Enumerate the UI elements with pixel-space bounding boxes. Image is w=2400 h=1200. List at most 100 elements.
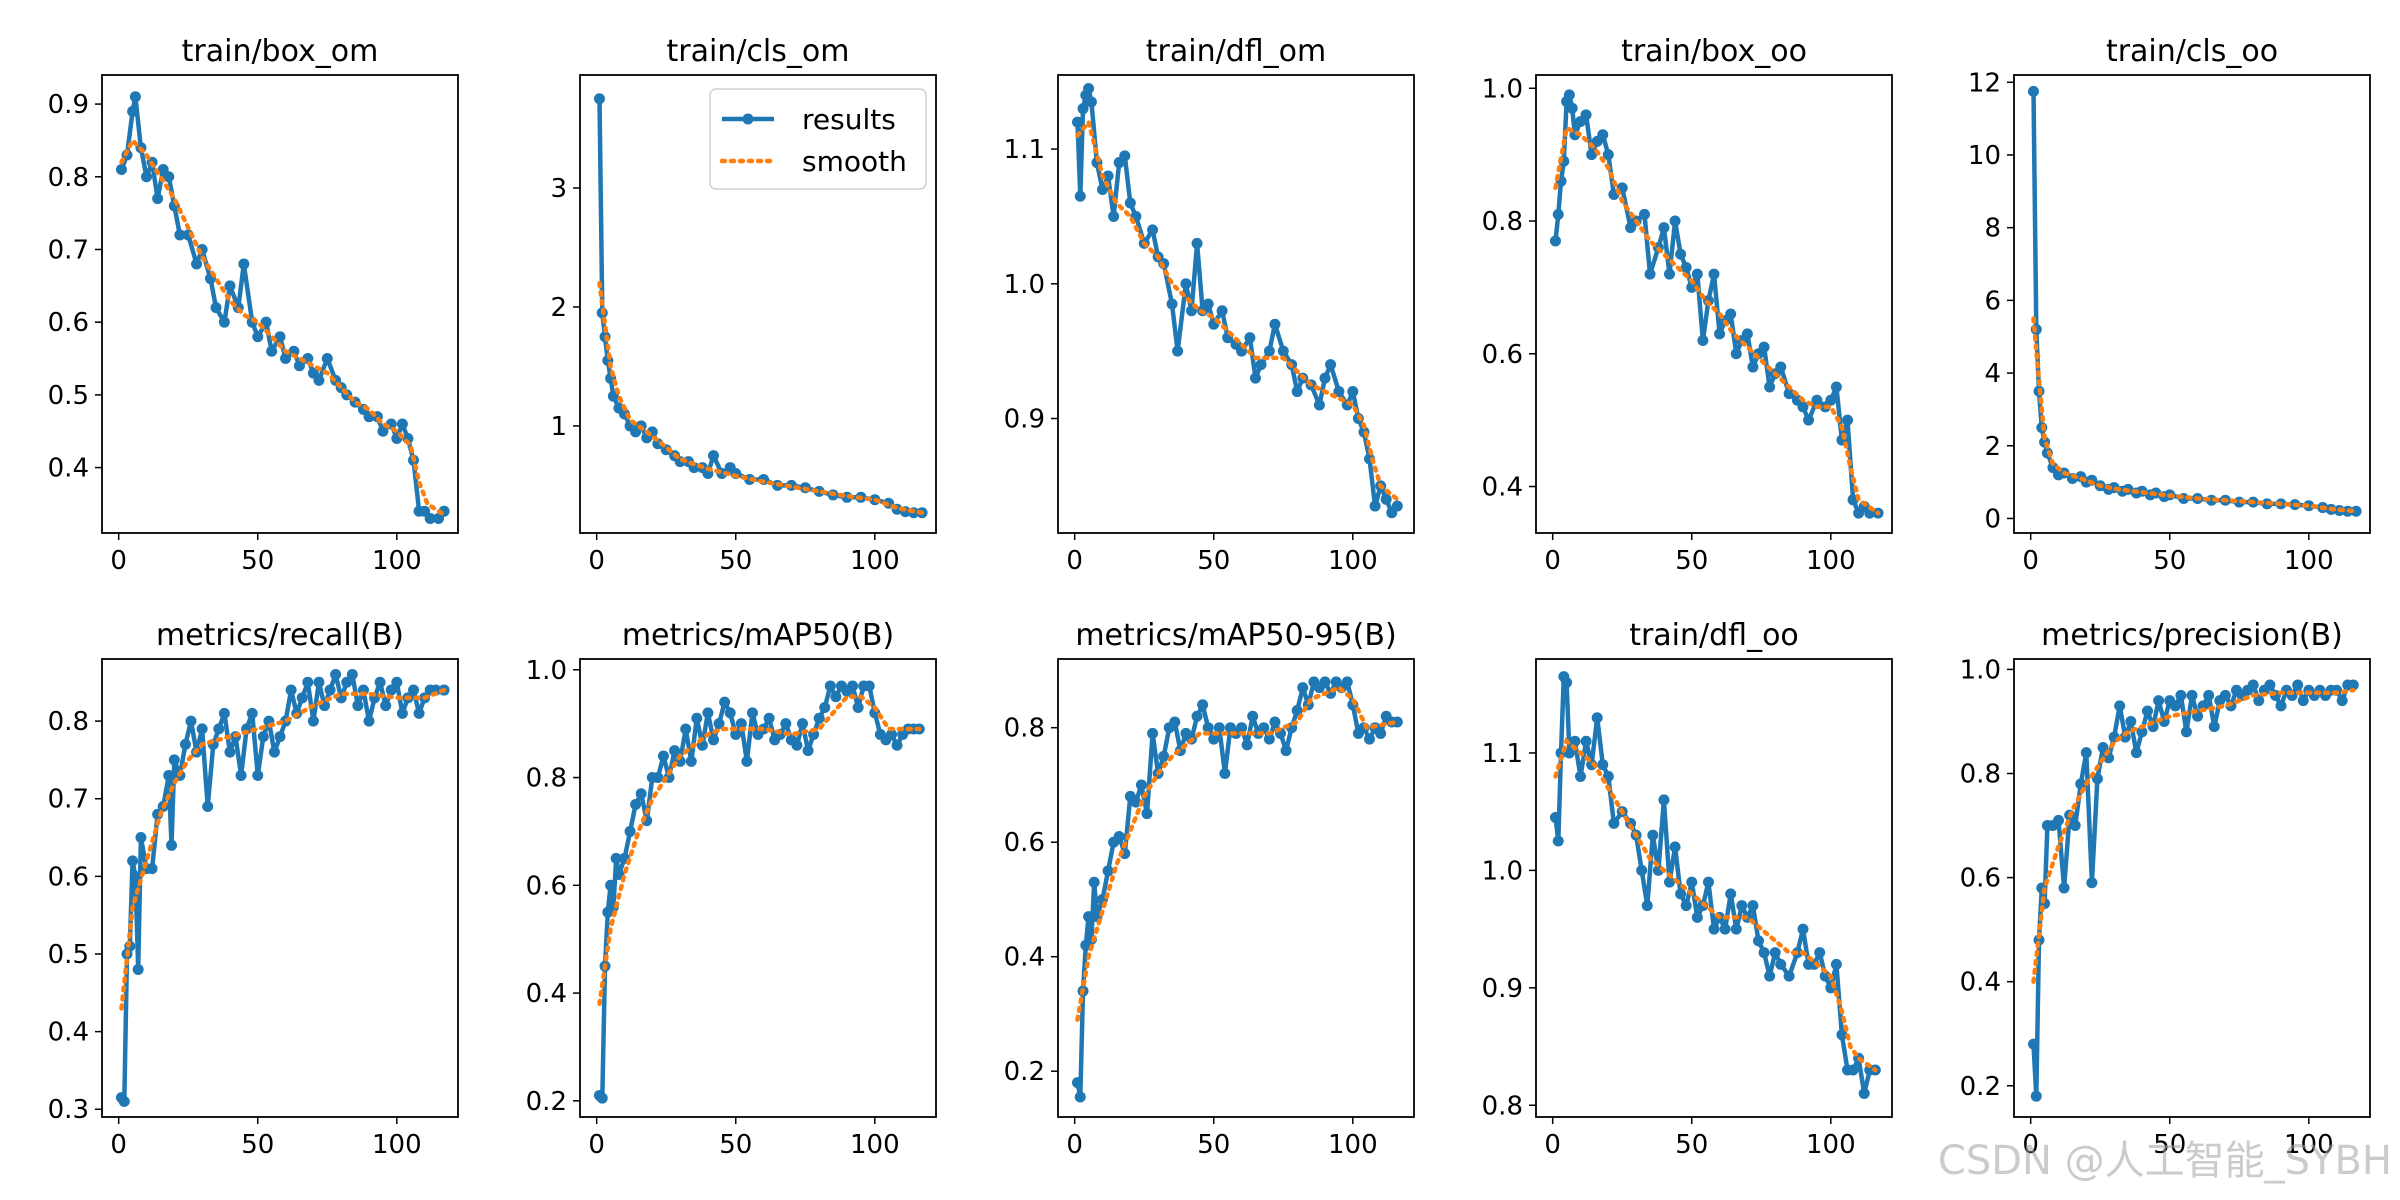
results-point bbox=[1575, 770, 1586, 782]
results-point bbox=[1130, 796, 1142, 808]
results-point bbox=[1216, 305, 1228, 317]
subplot-train-cls-om: train/cls_om 0 50 100 1 2 3 results smooth bbox=[550, 34, 937, 576]
x-tick-label: 50 bbox=[1197, 1130, 1230, 1160]
legend-smooth-label: smooth bbox=[802, 145, 907, 178]
results-point bbox=[132, 964, 144, 976]
plot-frame bbox=[1535, 658, 1893, 1118]
smooth-line bbox=[1553, 124, 1881, 516]
results-point bbox=[2153, 695, 2165, 707]
y-tick-label: 1.0 bbox=[1482, 856, 1523, 886]
x-tick-label: 50 bbox=[1675, 546, 1708, 576]
results-point bbox=[374, 676, 386, 688]
x-tick-label: 0 bbox=[2022, 546, 2039, 576]
results-line bbox=[597, 683, 920, 1101]
results-point bbox=[735, 718, 747, 730]
legend-box bbox=[709, 88, 927, 190]
results-point bbox=[210, 302, 222, 314]
results-point bbox=[1102, 865, 1114, 877]
results-line bbox=[119, 94, 446, 521]
results-point bbox=[2027, 1038, 2039, 1050]
results-point bbox=[1549, 812, 1561, 824]
results-point bbox=[1213, 722, 1225, 734]
results-point bbox=[1569, 735, 1581, 747]
results-point bbox=[1658, 794, 1670, 806]
results-line bbox=[1075, 679, 1398, 1100]
results-point bbox=[2058, 882, 2070, 894]
plot-title: train/box_om bbox=[182, 34, 379, 69]
y-tick-label: 0.4 bbox=[1960, 968, 2001, 998]
results-point bbox=[702, 707, 714, 719]
x-tick-label: 50 bbox=[2153, 1130, 2186, 1160]
results-point bbox=[1391, 500, 1403, 512]
results-point bbox=[2069, 820, 2081, 832]
results-point bbox=[1591, 712, 1603, 724]
results-point bbox=[1580, 735, 1592, 747]
results-point bbox=[1764, 970, 1776, 982]
x-tick-label: 100 bbox=[1328, 546, 1378, 576]
results-point bbox=[396, 707, 408, 719]
y-tick-label: 0.4 bbox=[526, 979, 567, 1009]
results-point bbox=[1083, 82, 1095, 94]
x-tick-label: 50 bbox=[2153, 546, 2186, 576]
results-point bbox=[330, 669, 342, 681]
results-point bbox=[1664, 876, 1675, 888]
results-point bbox=[1258, 722, 1270, 734]
results-point bbox=[730, 728, 742, 740]
x-tick-label: 50 bbox=[1675, 1130, 1708, 1160]
results-point bbox=[657, 750, 669, 762]
results-point bbox=[2080, 747, 2092, 759]
results-point bbox=[238, 258, 250, 270]
plot-title: metrics/mAP50(B) bbox=[622, 618, 894, 653]
y-tick-label: 0.8 bbox=[1482, 1091, 1523, 1121]
results-point bbox=[1680, 261, 1692, 273]
results-point bbox=[1135, 779, 1147, 791]
results-point bbox=[819, 701, 831, 713]
results-point bbox=[2027, 85, 2039, 97]
results-point bbox=[763, 712, 775, 724]
results-point bbox=[235, 769, 247, 781]
results-point bbox=[313, 374, 325, 386]
results-point bbox=[847, 680, 859, 692]
results-point bbox=[1202, 298, 1214, 310]
results-point bbox=[1166, 298, 1178, 310]
results-point bbox=[2142, 705, 2153, 717]
y-tick-label: 1.0 bbox=[1004, 270, 1045, 300]
results-point bbox=[2186, 689, 2198, 701]
y-tick-label: 0.3 bbox=[48, 1095, 89, 1125]
x-tick-label: 0 bbox=[1544, 546, 1561, 576]
results-point bbox=[1736, 900, 1748, 912]
results-point bbox=[1691, 268, 1703, 280]
results-point bbox=[2347, 679, 2359, 691]
results-point bbox=[363, 715, 375, 727]
plot-frame bbox=[1057, 74, 1415, 534]
results-point bbox=[293, 360, 305, 372]
results-point bbox=[179, 738, 191, 750]
legend: results smooth bbox=[709, 88, 927, 190]
results-point bbox=[1730, 923, 1742, 935]
results-point bbox=[797, 718, 808, 730]
results-point bbox=[321, 353, 333, 365]
results-point bbox=[1552, 208, 1564, 220]
results-point bbox=[713, 718, 725, 730]
y-tick-label: 0.2 bbox=[1004, 1057, 1045, 1087]
results-point bbox=[2180, 726, 2192, 738]
results-point bbox=[168, 754, 180, 766]
smooth-line bbox=[2031, 316, 2359, 514]
plot-title: train/box_oo bbox=[1621, 34, 1807, 69]
y-tick-label: 0.7 bbox=[48, 785, 89, 815]
subplot-train-dfl-om: train/dfl_om 0 50 100 0.9 1.0 1.1 bbox=[1004, 34, 1415, 576]
y-tick-label: 0.4 bbox=[1482, 473, 1523, 503]
smooth-line bbox=[1075, 685, 1400, 1022]
results-point bbox=[813, 712, 825, 724]
results-point bbox=[1691, 911, 1703, 923]
results-point bbox=[1074, 190, 1086, 202]
results-point bbox=[274, 331, 286, 343]
results-point bbox=[596, 1092, 608, 1104]
results-point bbox=[313, 676, 325, 688]
results-point bbox=[1563, 89, 1575, 101]
results-point bbox=[1197, 699, 1209, 711]
results-point bbox=[341, 676, 353, 688]
results-line bbox=[2031, 682, 2354, 1099]
results-point bbox=[630, 798, 642, 810]
smooth-line bbox=[2031, 687, 2356, 984]
